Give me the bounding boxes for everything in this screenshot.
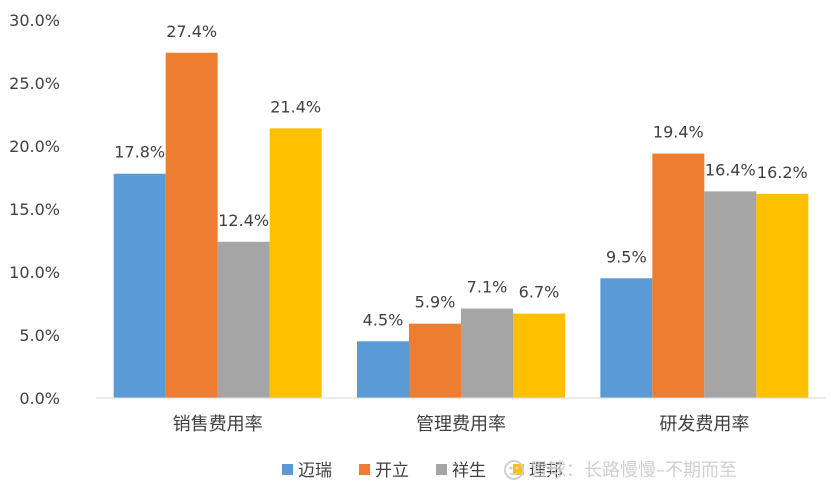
data-label: 7.1% [467,278,508,297]
data-label: 27.4% [166,22,217,41]
legend-swatch [513,464,524,475]
y-tick-label: 30.0% [9,11,60,30]
data-label: 17.8% [114,143,165,162]
bar [357,341,409,398]
legend-item-label: 祥生 [452,461,486,481]
legend-item-label: 开立 [375,461,409,481]
data-label: 19.4% [653,123,704,142]
bar [600,278,653,398]
bar [652,153,705,398]
legend-item-label: 理邦 [529,461,563,481]
legend-item-label: 迈瑞 [298,461,332,481]
bar [461,308,513,398]
y-tick-label: 5.0% [19,326,60,345]
bar [409,323,461,398]
watermark: 雪球：长路慢慢–不期而至 [504,460,737,481]
y-tick-label: 20.0% [9,137,60,156]
y-tick-label: 15.0% [9,200,60,219]
data-label: 12.4% [218,211,269,230]
data-labels: 17.8% 27.4% 12.4% 21.4% 4.5% 5.9% 7.1% 6.7% 9.5%… [114,22,807,330]
category-label: 管理费用率 [416,414,506,435]
category-label: 研发费用率 [659,414,749,435]
watermark-text: 雪球：长路慢慢–不期而至 [530,460,737,481]
legend-swatch [282,464,293,475]
data-label: 21.4% [270,97,321,116]
data-label: 5.9% [415,293,456,312]
category-labels: 销售费用率 管理费用率 研发费用率 [173,414,750,435]
bar [217,241,270,398]
data-label: 16.2% [757,163,808,182]
bar [513,313,565,398]
data-label: 9.5% [606,247,647,266]
y-tick-label: 25.0% [9,74,60,93]
bar [269,128,322,399]
data-label: 6.7% [519,283,560,302]
snowball-logo-icon [504,460,524,480]
bar [704,191,757,398]
bars [113,52,809,399]
y-axis-ticks: 0.0% 5.0% 10.0% 15.0% 20.0% 25.0% 30.0% [9,11,60,408]
data-label: 4.5% [363,310,404,329]
legend-swatch [436,464,447,475]
bar [756,193,809,398]
y-tick-label: 0.0% [19,389,60,408]
legend: 迈瑞 开立 祥生 理邦 [282,461,563,481]
bar [165,52,218,398]
legend-swatch [359,464,370,475]
bar [113,173,166,398]
y-tick-label: 10.0% [9,263,60,282]
data-label: 16.4% [705,160,756,179]
category-label: 销售费用率 [173,414,263,435]
